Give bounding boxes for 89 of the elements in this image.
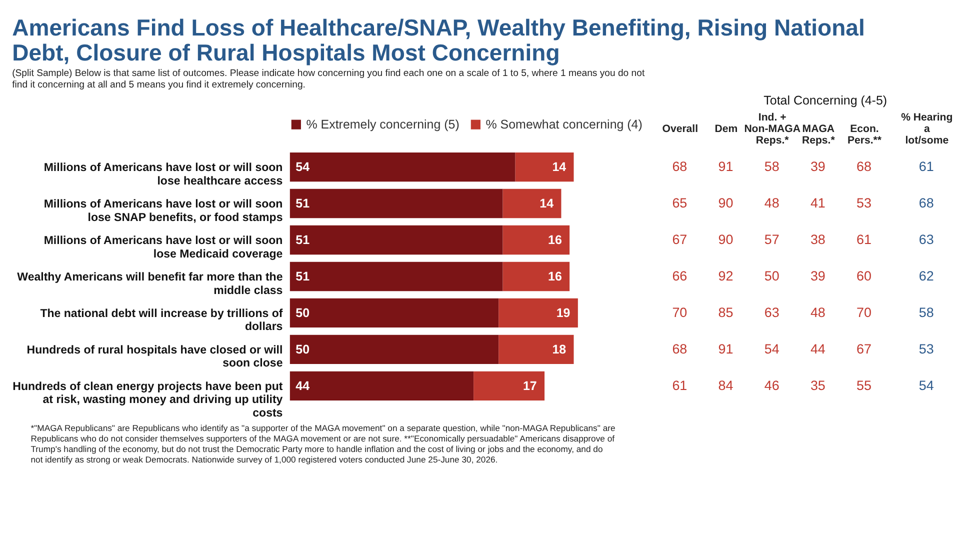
data-label: 61 [672,378,688,393]
x-tick-label: MAGA Reps.* [802,123,836,147]
y-tick-label: Millions of Americans have lost or will soon lose healthcare access [44,162,283,188]
data-label: 58 [764,158,780,174]
data-label: 57 [764,232,780,247]
data-label: 67 [856,341,872,356]
bar [515,152,574,182]
data-label: 60 [856,268,872,284]
bar [290,225,503,255]
chart-subtitle: (Split Sample) Below is that same list of outcomes. Please indicate how concerning you find each one on a scale of 1 to 5, where 1 means you do not find it concerning at all and 5 means you find it extremely concerning. [12,68,645,90]
data-label: 38 [810,232,826,247]
bar [290,188,503,218]
data-label: 39 [810,268,826,284]
data-label: 58 [918,304,934,320]
data-label: 84 [718,378,734,393]
bar [290,334,499,364]
data-label: 63 [764,304,780,320]
data-label: 51 [296,196,310,210]
data-label: 67 [672,232,688,247]
data-label: 85 [718,304,734,320]
data-label: 16 [548,232,562,247]
data-label: 35 [810,378,826,393]
y-tick-label: Millions of Americans have lost or will soon lose Medicaid coverage [44,234,284,260]
data-label: 54 [296,160,310,174]
data-label: 54 [764,341,780,356]
data-label: 44 [296,378,310,393]
bar [290,298,499,328]
y-tick-label: The national debt will increase by trillions of dollars [40,308,283,334]
bar [474,371,545,401]
data-label: 14 [540,196,554,210]
data-label: 92 [718,268,734,284]
data-label: 62 [918,268,934,284]
data-label: 50 [296,342,310,356]
y-tick-label: Hundreds of clean energy projects have been put at risk, wasting money and driving up utility costs [12,380,284,420]
data-label: 63 [918,232,934,247]
data-label: 68 [672,341,688,356]
bar [498,334,574,364]
bar [290,371,474,401]
data-label: 41 [810,195,826,210]
data-label: 14 [552,160,566,174]
data-label: 53 [856,195,872,210]
data-label: 48 [810,304,826,320]
data-label: 65 [672,195,688,210]
data-label: 54 [918,378,934,393]
data-label: 16 [548,269,562,284]
bar [290,262,503,292]
legend-label: % Somewhat concerning (4) [486,117,642,132]
bar [290,152,516,182]
data-label: 68 [856,158,872,174]
data-label: 55 [856,378,872,393]
data-label: 53 [918,341,934,356]
legend-label: % Extremely concerning (5) [306,117,460,132]
data-label: 91 [718,341,734,356]
chart-title: Total Concerning (4-5) [764,94,888,108]
data-label: 68 [918,195,934,210]
y-tick-label: Hundreds of rural hospitals have closed or will soon close [26,344,284,370]
data-label: 44 [810,341,826,356]
data-label: 91 [718,158,734,174]
x-tick-label: % Hearing a lot/some [901,111,953,147]
y-tick-label: Wealthy Americans will benefit far more than the middle class [17,271,284,297]
bar [502,262,570,292]
x-tick-label: Econ. Pers.** [847,123,882,147]
data-label: 51 [296,232,310,247]
data-label: 46 [764,378,780,393]
bar [498,298,578,328]
data-label: 70 [672,304,688,320]
x-tick-label: Overall [662,123,698,135]
chart-title: Americans Find Loss of Healthcare/SNAP, Wealthy Benefiting, Rising National Debt, Closure of Rural Hospitals Most Concerning [12,14,865,66]
x-tick-label: Dem [714,123,738,135]
data-label: 61 [856,232,872,247]
data-label: 50 [296,306,310,320]
data-label: 17 [522,378,537,393]
data-label: 90 [718,232,734,247]
data-label: 61 [918,158,934,174]
data-label: 39 [810,158,826,174]
bar [502,188,562,218]
data-label: 70 [856,304,872,320]
data-label: 90 [718,195,734,210]
text: *"MAGA Republicans" are Republicans who identify as "a supporter of the MAGA movement" on a separate question, while "non-MAGA Republicans" are Republicans who do not consider themselves supporters of the MAGA movement or are not sure. **"Economically persuadable" Americans disapprove of Trump's handling of the economy, but do not trust the Democratic Party more to handle inflation and the cost of living or jobs and the economy, and do not identify as strong or weak Democrats. Nationwide survey of 1,000 registered voters conducted June 25-June 30, 2026. [30,423,616,465]
y-tick-label: Millions of Americans have lost or will soon lose SNAP benefits, or food stamps [44,198,283,224]
data-label: 68 [672,158,688,174]
data-label: 48 [764,195,780,210]
x-tick-label: Ind. + Non-MAGA Reps.* [744,111,801,147]
data-label: 51 [296,269,310,284]
bar [502,225,570,255]
data-label: 19 [556,306,570,320]
data-label: 66 [672,268,688,284]
data-label: 50 [764,268,780,284]
data-label: 18 [552,342,566,356]
